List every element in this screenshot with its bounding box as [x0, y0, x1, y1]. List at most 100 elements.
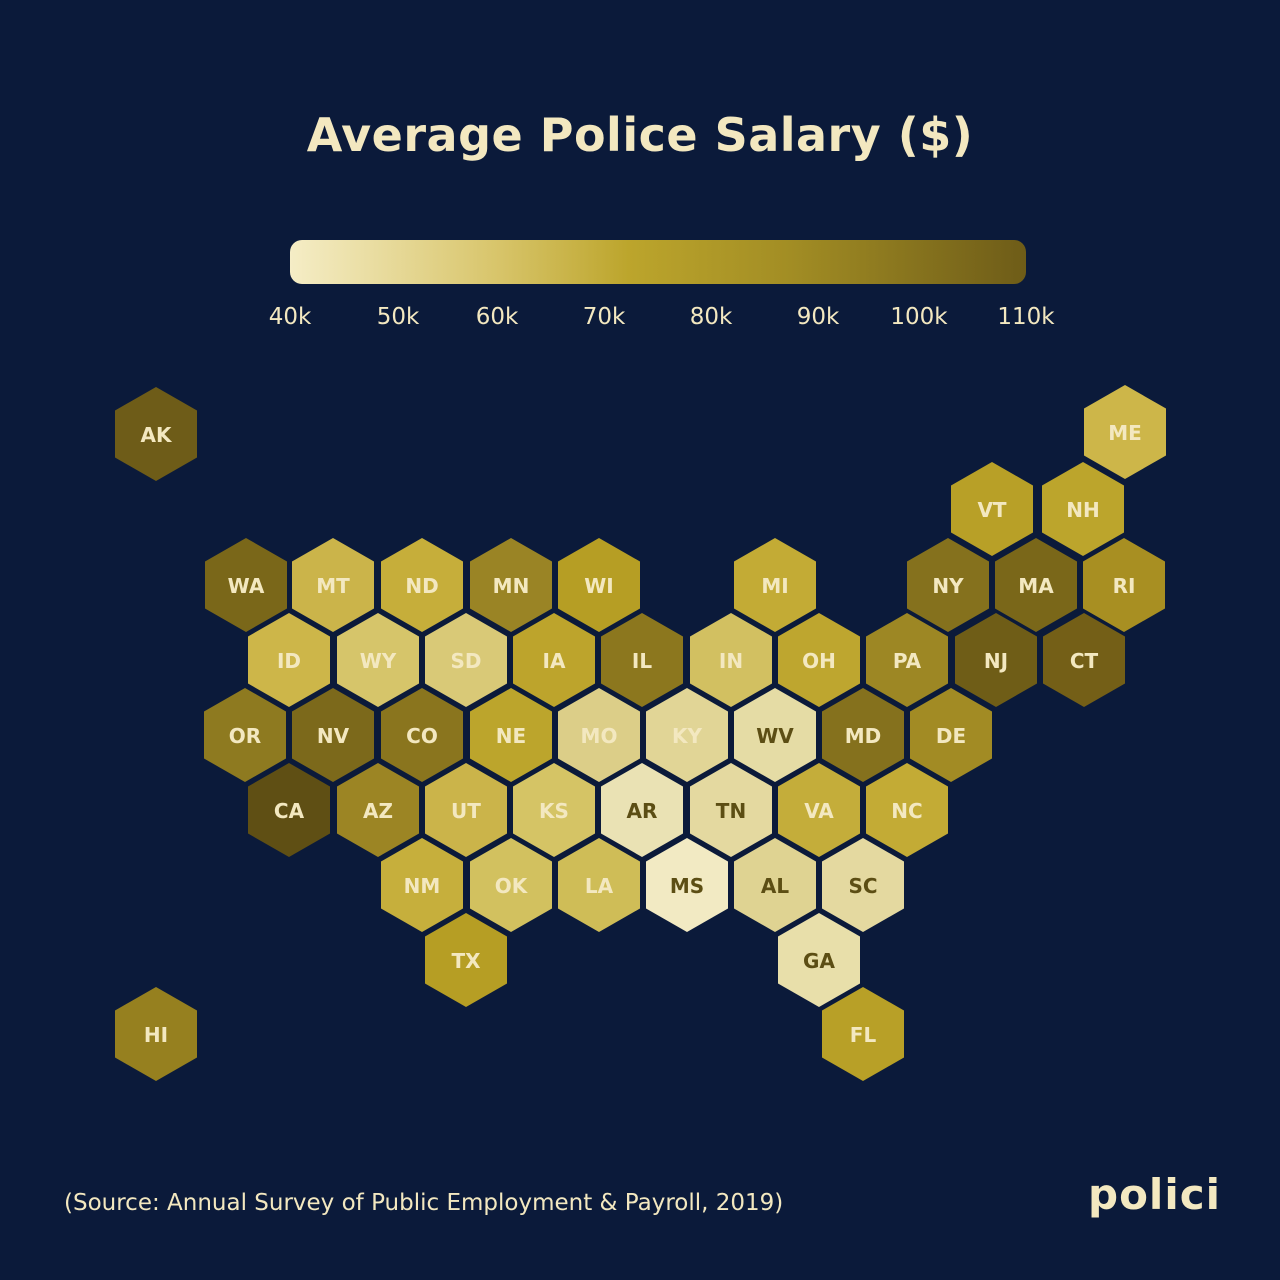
state-hex-il: IL	[601, 613, 683, 707]
state-hex-shape	[115, 387, 197, 481]
state-label: WY	[360, 649, 397, 673]
state-hex-shape	[1042, 462, 1124, 556]
state-hex-shape	[1043, 613, 1125, 707]
state-label: SD	[450, 649, 481, 673]
state-hex-shape	[778, 913, 860, 1007]
state-label: UT	[451, 799, 481, 823]
state-hex-shape	[690, 763, 772, 857]
state-hex-ne: NE	[470, 688, 552, 782]
state-label: CT	[1070, 649, 1099, 673]
state-label: VA	[804, 799, 834, 823]
state-label: AL	[761, 874, 789, 898]
state-hex-shape	[866, 613, 948, 707]
state-hex-nd: ND	[381, 538, 463, 632]
state-label: IL	[632, 649, 652, 673]
state-hex-ky: KY	[646, 688, 728, 782]
state-label: KY	[672, 724, 702, 748]
state-label: WV	[756, 724, 794, 748]
state-hex-shape	[646, 688, 728, 782]
state-label: IN	[719, 649, 743, 673]
legend-tick-label: 60k	[475, 304, 519, 330]
state-hex-ak: AK	[115, 387, 197, 481]
state-hex-ny: NY	[907, 538, 989, 632]
state-hex-shape	[381, 688, 463, 782]
state-label: MA	[1018, 574, 1054, 598]
state-hex-shape	[601, 763, 683, 857]
state-hex-md: MD	[822, 688, 904, 782]
state-hex-shape	[822, 838, 904, 932]
state-hex-shape	[115, 987, 197, 1081]
state-hex-fl: FL	[822, 987, 904, 1081]
state-hex-ri: RI	[1083, 538, 1165, 632]
state-hex-ct: CT	[1043, 613, 1125, 707]
state-hex-shape	[734, 838, 816, 932]
state-hex-shape	[910, 688, 992, 782]
state-hex-tx: TX	[425, 913, 507, 1007]
state-hex-wa: WA	[205, 538, 287, 632]
chart-title: Average Police Salary ($)	[306, 108, 974, 162]
state-hex-shape	[513, 613, 595, 707]
state-hex-shape	[907, 538, 989, 632]
state-hex-shape	[425, 613, 507, 707]
state-hex-shape	[646, 838, 728, 932]
state-hex-wy: WY	[337, 613, 419, 707]
legend-tick-label: 50k	[376, 304, 420, 330]
state-hex-la: LA	[558, 838, 640, 932]
state-hex-vt: VT	[951, 462, 1033, 556]
state-hex-shape	[337, 613, 419, 707]
state-hex-shape	[204, 688, 286, 782]
state-label: IA	[543, 649, 566, 673]
state-label: NJ	[984, 649, 1008, 673]
state-hex-shape	[1083, 538, 1165, 632]
state-hex-oh: OH	[778, 613, 860, 707]
state-label: NM	[404, 874, 441, 898]
state-label: CO	[406, 724, 438, 748]
state-hex-mi: MI	[734, 538, 816, 632]
state-hex-al: AL	[734, 838, 816, 932]
state-hex-shape	[205, 538, 287, 632]
state-label: MT	[316, 574, 350, 598]
state-hex-shape	[690, 613, 772, 707]
state-label: FL	[850, 1023, 877, 1047]
legend-tick-label: 70k	[582, 304, 626, 330]
state-label: RI	[1113, 574, 1136, 598]
legend-tick-label: 100k	[890, 304, 948, 330]
state-hex-tn: TN	[690, 763, 772, 857]
state-label: MD	[845, 724, 882, 748]
state-hex-shape	[778, 763, 860, 857]
state-hex-wv: WV	[734, 688, 816, 782]
state-label: LA	[585, 874, 614, 898]
state-label: GA	[803, 949, 835, 973]
state-hex-shape	[955, 613, 1037, 707]
state-hex-ut: UT	[425, 763, 507, 857]
state-hex-shape	[292, 688, 374, 782]
state-hex-me: ME	[1084, 385, 1166, 479]
state-hex-nj: NJ	[955, 613, 1037, 707]
state-hex-mo: MO	[558, 688, 640, 782]
state-label: MI	[761, 574, 788, 598]
state-hex-shape	[734, 688, 816, 782]
state-hex-sc: SC	[822, 838, 904, 932]
state-label: TN	[716, 799, 746, 823]
state-hex-shape	[558, 538, 640, 632]
state-hex-shape	[513, 763, 595, 857]
state-hex-shape	[248, 613, 330, 707]
state-label: DE	[936, 724, 966, 748]
state-hex-or: OR	[204, 688, 286, 782]
state-label: OR	[229, 724, 261, 748]
legend-tick-label: 80k	[689, 304, 733, 330]
state-hex-ks: KS	[513, 763, 595, 857]
state-hex-shape	[778, 613, 860, 707]
state-hex-ia: IA	[513, 613, 595, 707]
state-label: SC	[848, 874, 877, 898]
state-hex-nh: NH	[1042, 462, 1124, 556]
state-hex-shape	[470, 838, 552, 932]
state-hex-mn: MN	[470, 538, 552, 632]
state-hex-wi: WI	[558, 538, 640, 632]
state-label: MS	[670, 874, 704, 898]
state-label: WI	[584, 574, 614, 598]
state-label: WA	[228, 574, 265, 598]
state-hex-shape	[292, 538, 374, 632]
state-label: NH	[1066, 498, 1099, 522]
state-label: MN	[493, 574, 530, 598]
